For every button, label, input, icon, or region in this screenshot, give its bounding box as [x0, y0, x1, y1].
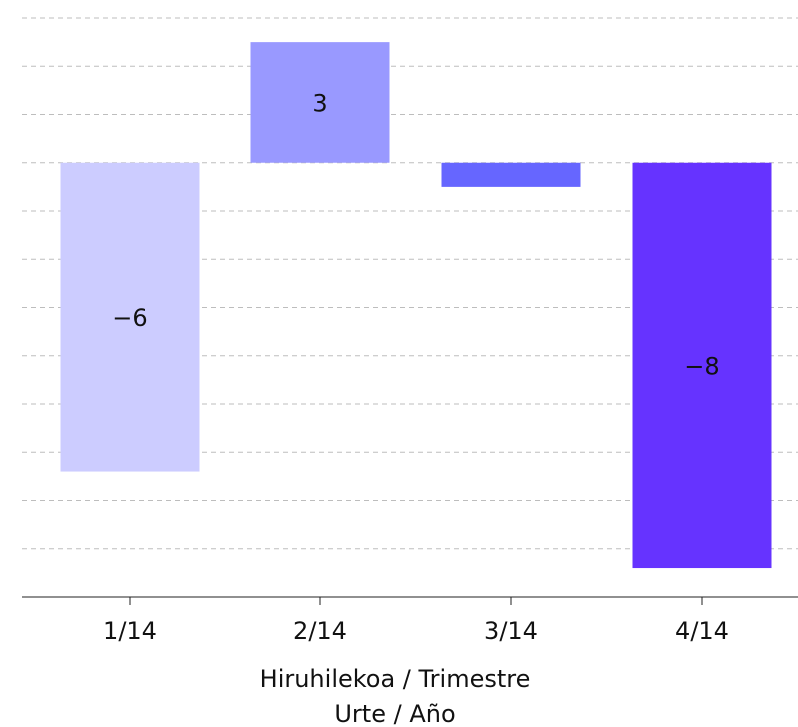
bar-2	[250, 42, 390, 163]
x-tick-label-1: 1/14	[103, 617, 157, 645]
x-axis-title-line-1: Hiruhilekoa / Trimestre	[260, 665, 531, 693]
data-label-2: 3	[312, 89, 327, 117]
x-tick-label-3: 3/14	[484, 617, 538, 645]
data-label-1: −6	[112, 304, 147, 332]
bar-3	[441, 162, 581, 187]
bars	[60, 42, 772, 569]
x-axis-ticks: 1/14 2/14 3/14 4/14	[103, 597, 729, 645]
x-tick-label-2: 2/14	[293, 617, 347, 645]
bar-4	[632, 162, 772, 569]
x-axis-title-line-2: Urte / Año	[334, 700, 455, 727]
bar-1	[60, 162, 200, 472]
data-label-4: −8	[684, 352, 719, 380]
x-tick-label-4: 4/14	[675, 617, 729, 645]
data-labels: −6 3 −8	[112, 89, 719, 380]
